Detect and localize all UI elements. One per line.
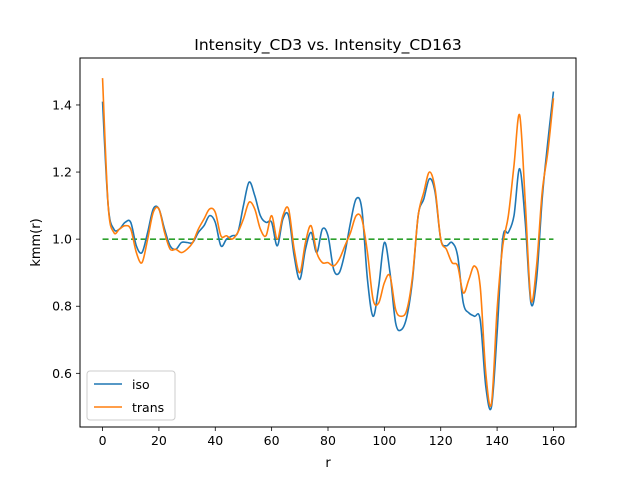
x-tick-label: 140 bbox=[485, 433, 509, 448]
y-axis-label: kmm(r) bbox=[29, 218, 44, 266]
y-axis: 0.6 0.8 1.0 1.2 1.4 bbox=[52, 97, 80, 381]
x-tick-label: 160 bbox=[542, 433, 566, 448]
x-axis-label: r bbox=[325, 456, 331, 471]
x-tick-label: 100 bbox=[372, 433, 396, 448]
x-tick-label: 0 bbox=[99, 433, 107, 448]
x-tick-label: 80 bbox=[320, 433, 336, 448]
y-tick-label: 1.4 bbox=[52, 97, 72, 112]
series-line-trans bbox=[101, 78, 555, 407]
plot-area bbox=[101, 78, 555, 411]
x-tick-label: 120 bbox=[429, 433, 453, 448]
x-tick-label: 20 bbox=[151, 433, 167, 448]
x-axis: 0 20 40 60 80 100 120 140 160 bbox=[99, 427, 566, 448]
legend: iso trans bbox=[86, 370, 176, 421]
legend-label-trans: trans bbox=[132, 400, 164, 415]
y-tick-label: 0.6 bbox=[52, 366, 72, 381]
x-tick-label: 40 bbox=[207, 433, 223, 448]
series-line-iso bbox=[101, 91, 555, 411]
y-tick-label: 1.0 bbox=[52, 232, 72, 247]
chart-title: Intensity_CD3 vs. Intensity_CD163 bbox=[194, 36, 461, 55]
x-tick-label: 60 bbox=[264, 433, 280, 448]
legend-label-iso: iso bbox=[132, 377, 150, 392]
y-tick-label: 1.2 bbox=[52, 165, 72, 180]
y-tick-label: 0.8 bbox=[52, 299, 72, 314]
